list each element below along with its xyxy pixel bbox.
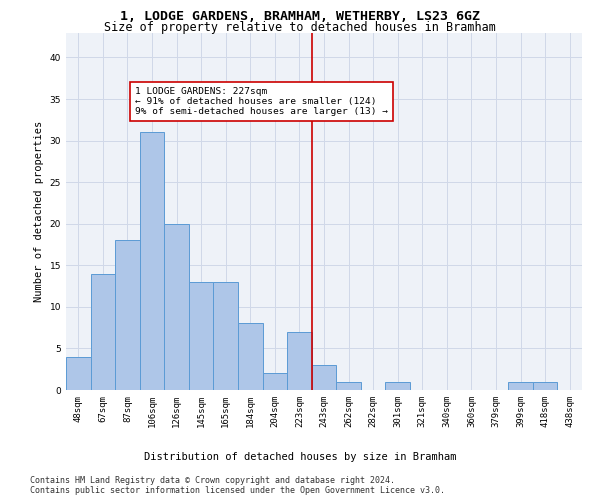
Bar [115, 240, 140, 390]
Text: Distribution of detached houses by size in Bramham: Distribution of detached houses by size … [144, 452, 456, 462]
Bar [533, 382, 557, 390]
Y-axis label: Number of detached properties: Number of detached properties [34, 120, 44, 302]
Bar [189, 282, 214, 390]
Bar [385, 382, 410, 390]
Bar [263, 374, 287, 390]
Bar [91, 274, 115, 390]
Bar [164, 224, 189, 390]
Text: Size of property relative to detached houses in Bramham: Size of property relative to detached ho… [104, 22, 496, 35]
Text: 1, LODGE GARDENS, BRAMHAM, WETHERBY, LS23 6GZ: 1, LODGE GARDENS, BRAMHAM, WETHERBY, LS2… [120, 10, 480, 23]
Text: Contains public sector information licensed under the Open Government Licence v3: Contains public sector information licen… [30, 486, 445, 495]
Text: Contains HM Land Registry data © Crown copyright and database right 2024.: Contains HM Land Registry data © Crown c… [30, 476, 395, 485]
Bar [287, 332, 312, 390]
Text: 1 LODGE GARDENS: 227sqm
← 91% of detached houses are smaller (124)
9% of semi-de: 1 LODGE GARDENS: 227sqm ← 91% of detache… [135, 86, 388, 117]
Bar [238, 324, 263, 390]
Bar [508, 382, 533, 390]
Bar [336, 382, 361, 390]
Bar [214, 282, 238, 390]
Bar [312, 365, 336, 390]
Bar [66, 356, 91, 390]
Bar [140, 132, 164, 390]
